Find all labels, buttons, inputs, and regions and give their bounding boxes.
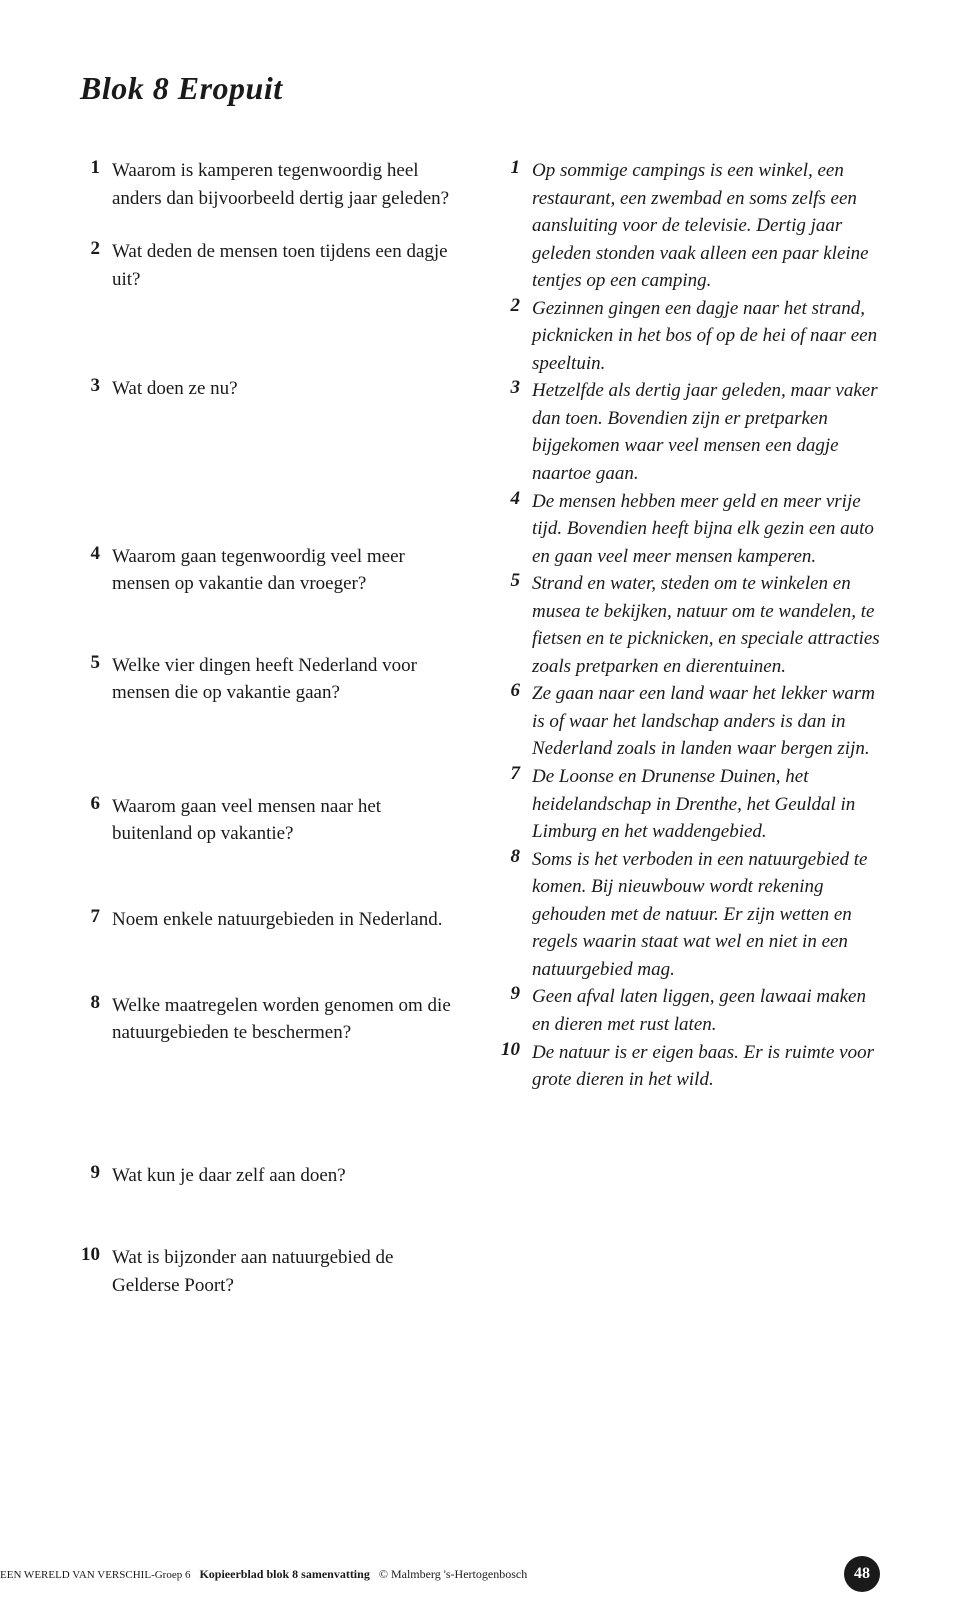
- question-text: Wat kun je daar zelf aan doen?: [112, 1162, 460, 1190]
- answer-text: De mensen hebben meer geld en meer vrije…: [532, 488, 880, 571]
- answer-text: Ze gaan naar een land waar het lekker wa…: [532, 680, 880, 763]
- footer-copyright: © Malmberg 's-Hertogenbosch: [379, 1567, 527, 1581]
- question-item: 5 Welke vier dingen heeft Nederland voor…: [80, 652, 460, 707]
- question-item: 10 Wat is bijzonder aan natuurgebied de …: [80, 1244, 460, 1299]
- question-number: 7: [80, 906, 112, 934]
- answer-item: 7 De Loonse en Drunense Duinen, het heid…: [500, 763, 880, 846]
- question-number: 5: [80, 652, 112, 707]
- answer-text: Strand en water, steden om te winkelen e…: [532, 570, 880, 680]
- answer-number: 2: [500, 295, 532, 378]
- answer-text: Op sommige campings is een winkel, een r…: [532, 157, 880, 295]
- question-number: 10: [80, 1244, 112, 1299]
- answer-number: 9: [500, 983, 532, 1038]
- question-text: Welke vier dingen heeft Nederland voor m…: [112, 652, 460, 707]
- question-item: 8 Welke maatregelen worden genomen om di…: [80, 992, 460, 1047]
- answer-item: 5 Strand en water, steden om te winkelen…: [500, 570, 880, 680]
- question-text: Welke maatregelen worden genomen om die …: [112, 992, 460, 1047]
- answer-number: 10: [500, 1039, 532, 1094]
- answer-number: 5: [500, 570, 532, 680]
- footer-group: -Groep 6: [151, 1569, 190, 1581]
- answer-item: 2 Gezinnen gingen een dagje naar het str…: [500, 295, 880, 378]
- question-text: Waarom gaan tegenwoordig veel meer mense…: [112, 543, 460, 598]
- question-item: 1 Waarom is kamperen tegenwoordig heel a…: [80, 157, 460, 212]
- footer-series: EEN WERELD VAN VERSCHIL: [0, 1569, 151, 1581]
- question-text: Wat deden de mensen toen tijdens een dag…: [112, 238, 460, 293]
- answer-number: 1: [500, 157, 532, 295]
- answer-text: Soms is het verboden in een natuurgebied…: [532, 846, 880, 984]
- answer-text: Gezinnen gingen een dagje naar het stran…: [532, 295, 880, 378]
- answer-item: 3 Hetzelfde als dertig jaar geleden, maa…: [500, 377, 880, 487]
- footer-text: EEN WERELD VAN VERSCHIL-Groep 6 Kopieerb…: [0, 1567, 527, 1582]
- answer-item: 6 Ze gaan naar een land waar het lekker …: [500, 680, 880, 763]
- question-number: 9: [80, 1162, 112, 1190]
- answer-item: 9 Geen afval laten liggen, geen lawaai m…: [500, 983, 880, 1038]
- answer-number: 6: [500, 680, 532, 763]
- answer-item: 8 Soms is het verboden in een natuurgebi…: [500, 846, 880, 984]
- question-item: 6 Waarom gaan veel mensen naar het buite…: [80, 793, 460, 848]
- answer-text: De natuur is er eigen baas. Er is ruimte…: [532, 1039, 880, 1094]
- page-number-badge: 48: [844, 1556, 880, 1592]
- answer-text: Geen afval laten liggen, geen lawaai mak…: [532, 983, 880, 1038]
- question-item: 3 Wat doen ze nu?: [80, 375, 460, 403]
- question-text: Waarom gaan veel mensen naar het buitenl…: [112, 793, 460, 848]
- question-number: 3: [80, 375, 112, 403]
- answer-text: Hetzelfde als dertig jaar geleden, maar …: [532, 377, 880, 487]
- question-number: 4: [80, 543, 112, 598]
- answer-number: 7: [500, 763, 532, 846]
- question-item: 7 Noem enkele natuurgebieden in Nederlan…: [80, 906, 460, 934]
- answer-number: 3: [500, 377, 532, 487]
- content-columns: 1 Waarom is kamperen tegenwoordig heel a…: [80, 157, 880, 1325]
- footer-doc: Kopieerblad blok 8 samenvatting: [199, 1567, 369, 1581]
- question-number: 1: [80, 157, 112, 212]
- question-text: Waarom is kamperen tegenwoordig heel and…: [112, 157, 460, 212]
- answer-item: 1 Op sommige campings is een winkel, een…: [500, 157, 880, 295]
- questions-column: 1 Waarom is kamperen tegenwoordig heel a…: [80, 157, 460, 1325]
- question-item: 4 Waarom gaan tegenwoordig veel meer men…: [80, 543, 460, 598]
- question-number: 8: [80, 992, 112, 1047]
- question-text: Wat is bijzonder aan natuurgebied de Gel…: [112, 1244, 460, 1299]
- page-title: Blok 8 Eropuit: [80, 70, 880, 107]
- answer-number: 4: [500, 488, 532, 571]
- answer-item: 10 De natuur is er eigen baas. Er is rui…: [500, 1039, 880, 1094]
- question-item: 2 Wat deden de mensen toen tijdens een d…: [80, 238, 460, 293]
- question-text: Wat doen ze nu?: [112, 375, 460, 403]
- question-number: 6: [80, 793, 112, 848]
- answer-text: De Loonse en Drunense Duinen, het heidel…: [532, 763, 880, 846]
- footer: EEN WERELD VAN VERSCHIL-Groep 6 Kopieerb…: [0, 1556, 960, 1592]
- answer-item: 4 De mensen hebben meer geld en meer vri…: [500, 488, 880, 571]
- answer-number: 8: [500, 846, 532, 984]
- question-number: 2: [80, 238, 112, 293]
- answers-column: 1 Op sommige campings is een winkel, een…: [500, 157, 880, 1325]
- question-text: Noem enkele natuurgebieden in Nederland.: [112, 906, 460, 934]
- question-item: 9 Wat kun je daar zelf aan doen?: [80, 1162, 460, 1190]
